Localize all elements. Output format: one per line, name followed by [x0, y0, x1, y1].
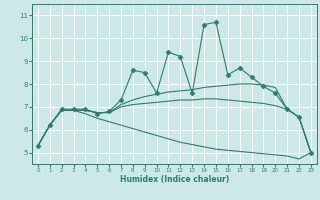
X-axis label: Humidex (Indice chaleur): Humidex (Indice chaleur) — [120, 175, 229, 184]
